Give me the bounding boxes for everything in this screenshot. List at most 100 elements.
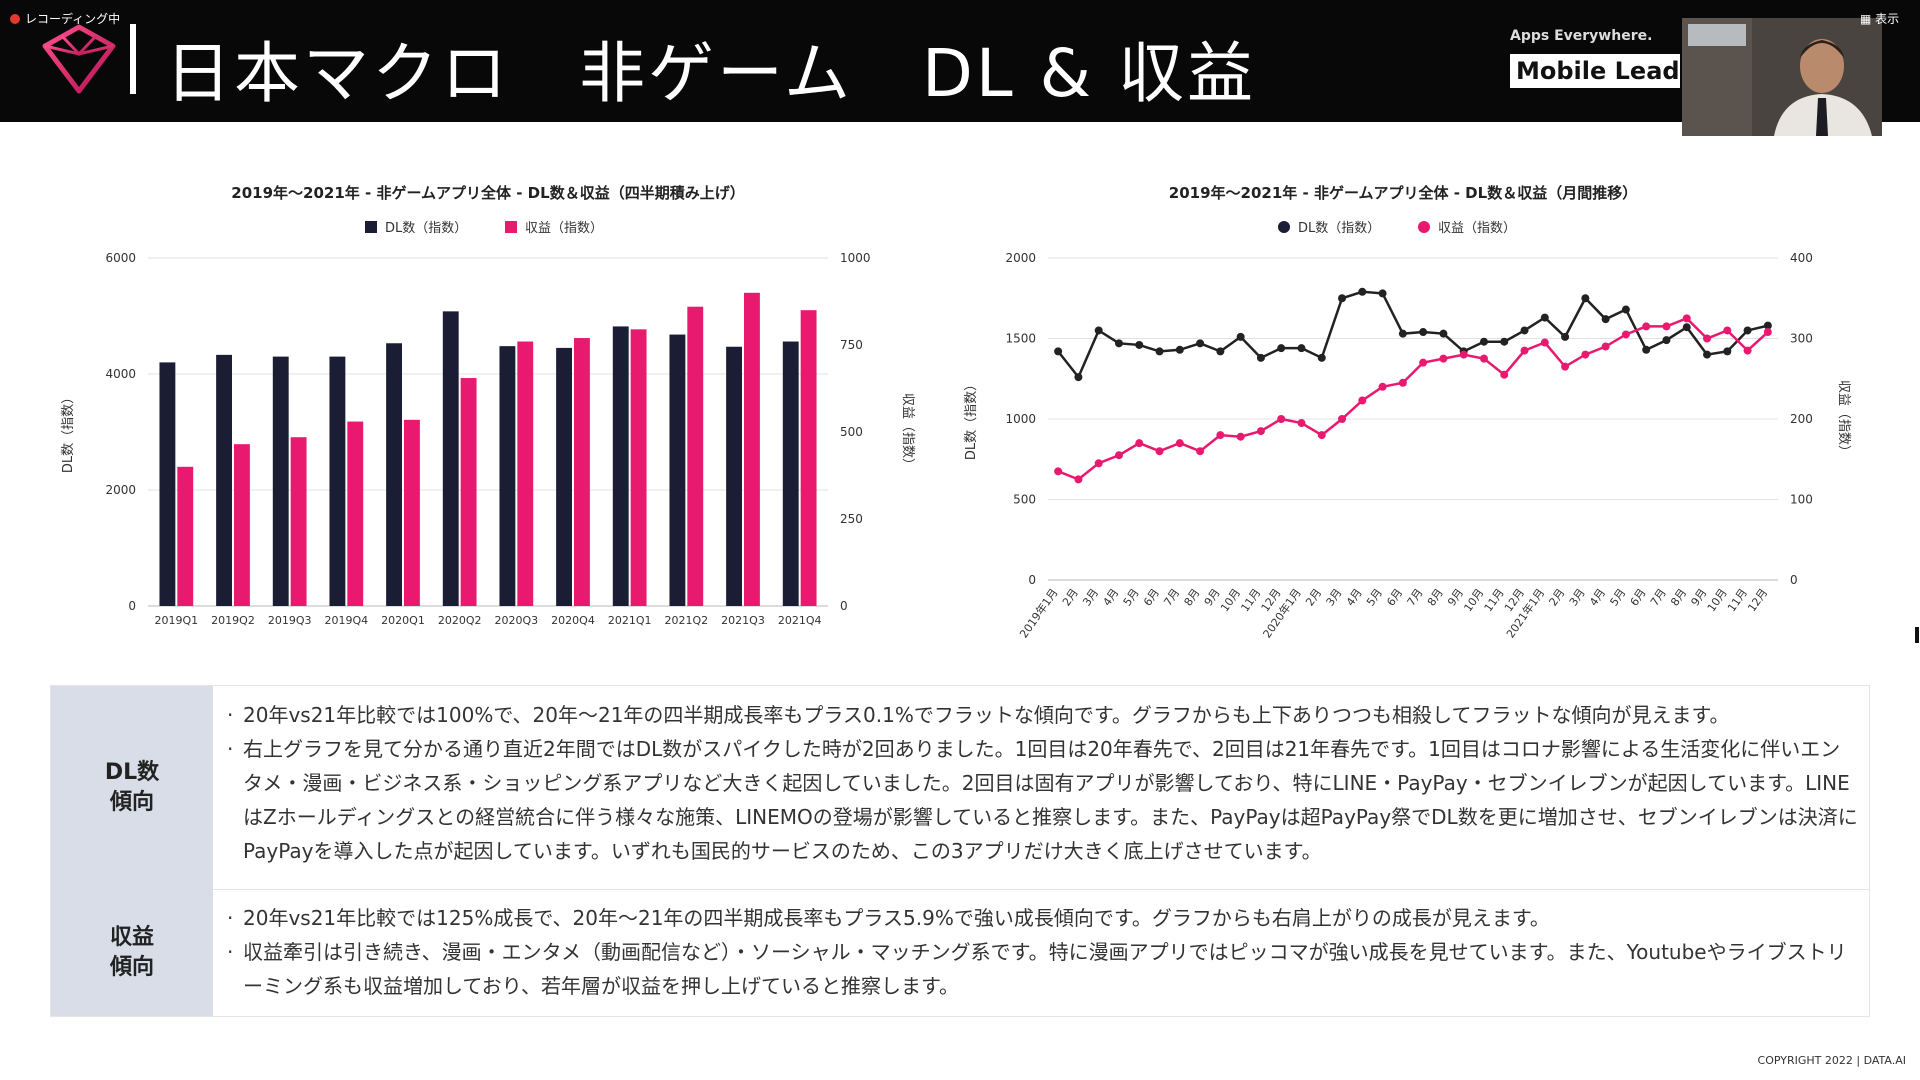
mobile-lead-banner: Mobile Lead [1510, 54, 1680, 88]
chart-1-ylabel-left: DL数（指数） [964, 378, 979, 460]
chart-1-xtick: 2月 [1060, 586, 1081, 608]
chart-1-xtick: 8月 [1425, 586, 1446, 608]
chart-1-legend-rev: 収益（指数） [1438, 221, 1516, 236]
chart-0-xtick: 2019Q1 [155, 614, 199, 627]
row-body-dl: 20年vs21年比較では100%で、20年～21年の四半期成長率もプラス0.1%… [213, 686, 1869, 889]
chart-1-point-rev [1317, 431, 1326, 440]
chart-1-ytick-left: 2000 [1005, 251, 1036, 265]
view-button[interactable]: ▦ 表示 [1860, 10, 1899, 27]
chart-1-point-dl [1256, 353, 1265, 362]
chart-1-xtick: 5月 [1364, 586, 1385, 608]
chart-1-point-rev [1277, 415, 1286, 423]
chart-1-point-dl [1682, 323, 1691, 332]
chart-1-point-dl [1317, 353, 1326, 362]
chart-0-bar-rev [177, 466, 194, 606]
chart-1-point-rev [1236, 432, 1245, 441]
presenter-silhouette [1682, 18, 1882, 136]
chart-1-point-rev [1297, 419, 1306, 428]
chart-1-xtick: 6月 [1141, 586, 1162, 608]
chart-1-point-rev [1135, 439, 1144, 448]
chart-1-point-rev [1398, 378, 1407, 387]
chart-1-ylabel-right: 収益（指数） [1836, 380, 1851, 458]
chart-1-point-rev [1662, 322, 1671, 331]
chart-1-xtick: 8月 [1182, 586, 1203, 608]
chart-1-point-dl [1216, 347, 1225, 356]
chart-1-point-dl [1581, 294, 1590, 303]
chart-0-xtick: 2019Q4 [325, 614, 369, 627]
chart-0-bar-rev [687, 306, 704, 606]
chart-1-point-rev [1479, 354, 1488, 363]
chart-1-point-dl [1094, 326, 1103, 335]
chart-1-xtick: 12月 [1745, 586, 1770, 614]
chart-1-point-dl [1743, 326, 1752, 335]
chart-1-point-rev [1094, 459, 1103, 468]
chart-1-point-dl [1479, 337, 1488, 346]
chart-1-point-dl [1297, 344, 1306, 353]
chart-1-point-rev [1074, 475, 1083, 484]
chart-1-point-dl [1601, 315, 1610, 324]
chart-0-xtick: 2020Q2 [438, 614, 482, 627]
chart-0-bar-dl [499, 346, 516, 606]
chart-1-ytick-right: 0 [1790, 573, 1798, 587]
chart-0-bar-rev [460, 378, 477, 606]
chart-0-ytick-left: 6000 [105, 251, 136, 265]
chart-1-point-dl [1054, 347, 1063, 356]
chart-0-bar-dl [159, 362, 176, 606]
slide-title: 日本マクロ 非ゲーム DL & 収益 [165, 35, 1257, 112]
chart-0-ytick-left: 0 [128, 599, 136, 613]
chart-1-point-dl [1662, 336, 1671, 345]
chart-1-point-rev [1743, 346, 1752, 355]
chart-1-xtick: 4月 [1344, 586, 1365, 608]
table-row-revenue: 収益 傾向 20年vs21年比較では125%成長で、20年～21年の四半期成長率… [51, 889, 1869, 1016]
chart-1-ytick-right: 100 [1790, 493, 1813, 507]
chart-1-point-dl [1419, 328, 1428, 337]
chart-1-xtick: 8月 [1668, 586, 1689, 608]
chart-0-ytick-right: 1000 [840, 251, 871, 265]
chart-1-title: 2019年～2021年 - 非ゲームアプリ全体 - DL数＆収益（月間推移） [1169, 184, 1637, 202]
chart-1-xtick: 7月 [1648, 586, 1669, 608]
chart-0-xtick: 2020Q3 [495, 614, 539, 627]
chart-1-xtick: 11月 [1482, 586, 1507, 614]
chart-1-point-rev [1581, 350, 1590, 359]
chart-1-point-dl [1540, 313, 1549, 322]
chart-1-point-dl [1723, 347, 1732, 356]
chart-1-point-dl [1114, 339, 1123, 348]
chart-1-point-rev [1175, 439, 1184, 448]
chart-0-legend-rev-swatch [505, 221, 517, 233]
chart-0-ytick-right: 0 [840, 599, 848, 613]
chart-1-point-rev [1561, 362, 1570, 371]
chart-1-point-rev [1439, 354, 1448, 363]
chart-0-xtick: 2021Q2 [665, 614, 709, 627]
chart-1-point-rev [1601, 342, 1610, 351]
chart-1-point-rev [1682, 314, 1691, 323]
chart-1-point-dl [1621, 305, 1630, 314]
diamond-logo-icon [42, 24, 116, 94]
chart-1-xtick: 3月 [1080, 586, 1101, 608]
chart-1-xtick: 6月 [1384, 586, 1405, 608]
chart-1-xtick: 4月 [1100, 586, 1121, 608]
chart-1-point-rev [1216, 431, 1225, 440]
chart-1-point-dl [1277, 344, 1286, 353]
chart-0-xtick: 2020Q1 [381, 614, 425, 627]
chart-1-point-dl [1338, 294, 1347, 303]
chart-1-point-rev [1642, 322, 1651, 331]
chart-1-point-rev [1703, 334, 1712, 343]
chart-1-point-dl [1763, 321, 1772, 330]
chart-0-legend-dl-swatch [365, 221, 377, 233]
table-row-dl: DL数 傾向 20年vs21年比較では100%で、20年～21年の四半期成長率も… [51, 686, 1869, 890]
revenue-bullet-1: 20年vs21年比較では125%成長で、20年～21年の四半期成長率もプラス5.… [225, 901, 1859, 935]
chart-0-bar-dl [216, 354, 232, 606]
chart-1-xtick: 3月 [1567, 586, 1588, 608]
chart-0-ytick-left: 2000 [105, 483, 136, 497]
mouse-cursor [1915, 627, 1919, 643]
chart-1-ytick-left: 1500 [1005, 332, 1036, 346]
chart-1-line-dl [1057, 290, 1769, 380]
chart-1-legend-dl: DL数（指数） [1298, 221, 1380, 236]
chart-0-xtick: 2019Q3 [268, 614, 312, 627]
chart-0-bar-rev [290, 437, 307, 606]
header-bar: レコーディング中 日本マクロ 非ゲーム DL & 収益 Apps Everywh… [0, 0, 1920, 136]
row-header-dl-label: DL数 傾向 [104, 759, 160, 815]
chart-1-point-dl [1398, 329, 1407, 338]
recording-dot-icon [10, 13, 20, 24]
chart-0-bar-dl [386, 343, 402, 606]
